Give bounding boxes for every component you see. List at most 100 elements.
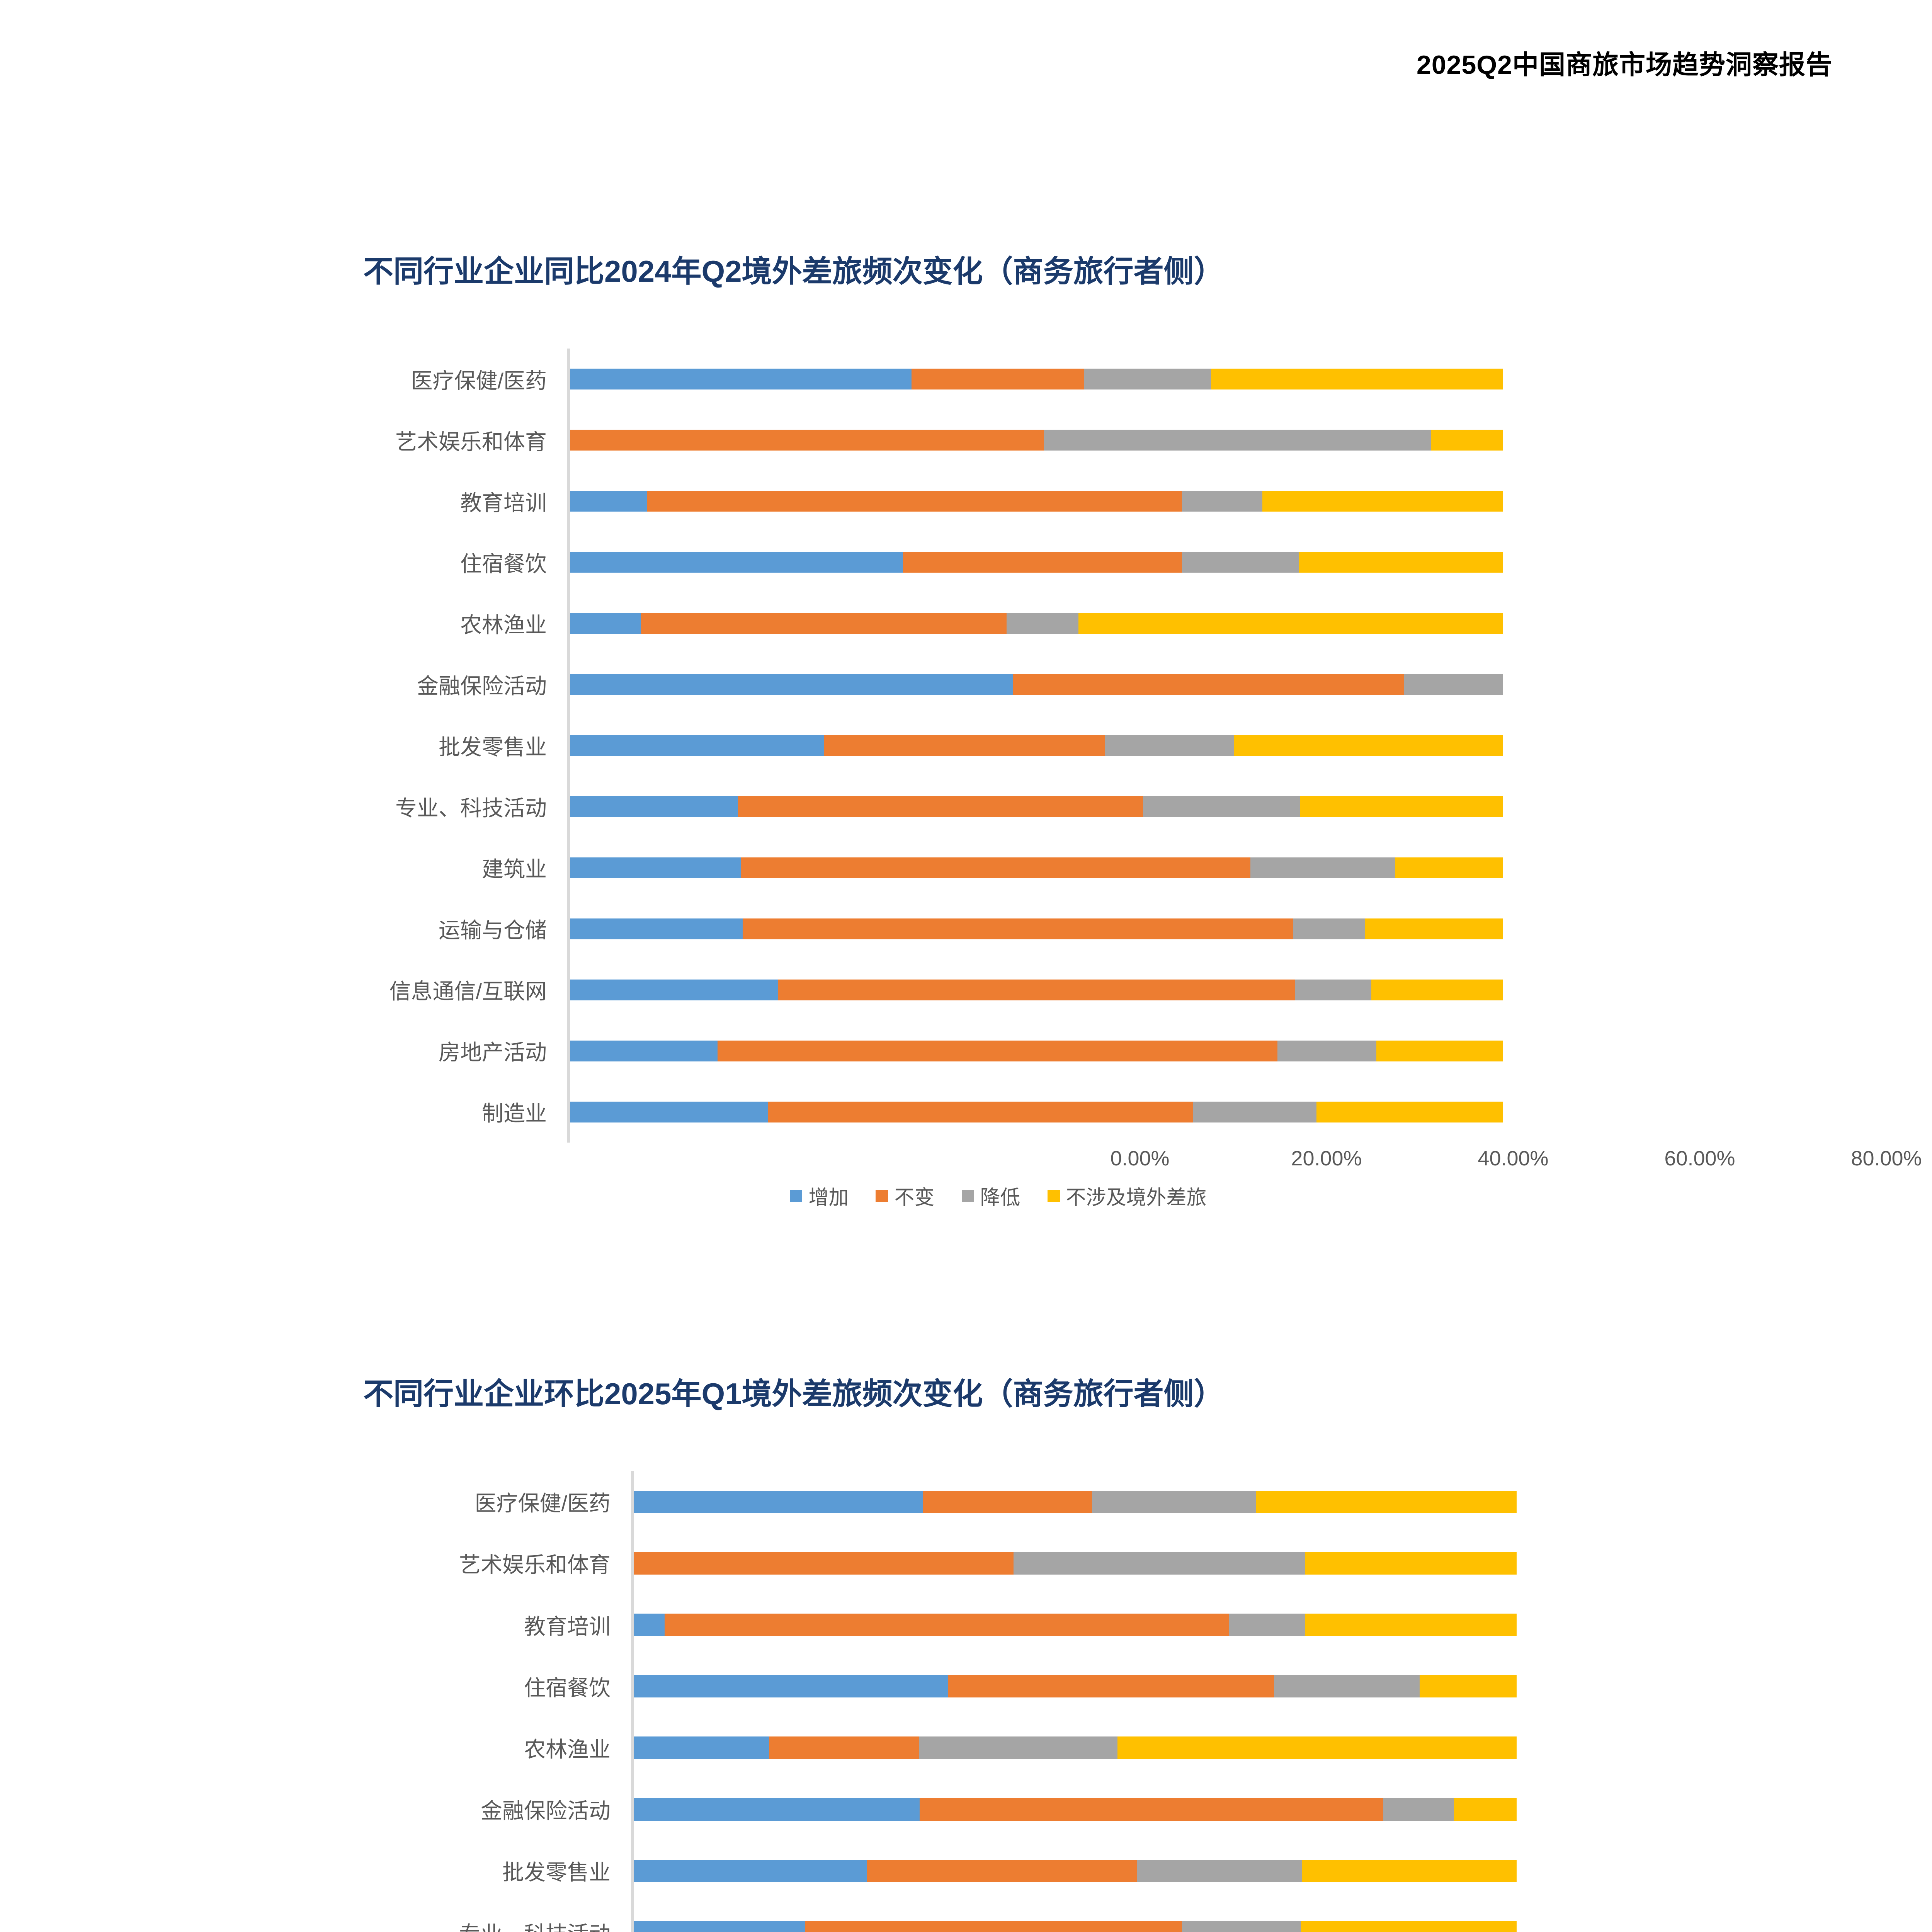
bar-row	[634, 1840, 1517, 1901]
bar-segment-dec	[1143, 796, 1300, 817]
bar-segment-dec	[1293, 918, 1365, 939]
bar-segment-same	[823, 735, 1105, 756]
bar-segment-same	[647, 491, 1182, 512]
x-axis-tick-label: 60.00%	[1664, 1147, 1735, 1170]
bar-row	[570, 776, 1503, 837]
stacked-bar	[634, 1859, 1517, 1882]
bar-segment-same	[911, 369, 1084, 390]
bar-segment-dec	[919, 1736, 1118, 1759]
bar-segment-dec	[1182, 1921, 1301, 1932]
x-axis-ticks: 0.00%20.00%40.00%60.00%80.00%100.00%	[1110, 1143, 1932, 1177]
bar-row	[634, 1532, 1517, 1594]
bar-segment-na	[1431, 430, 1503, 451]
stacked-bar	[634, 1490, 1517, 1513]
legend-label: 降低	[980, 1187, 1020, 1209]
bar-segment-same	[867, 1859, 1137, 1882]
bar-segment-na	[1376, 1040, 1503, 1061]
chart-section-qoq: 不同行业企业环比2025年Q1境外差旅频次变化（商务旅行者侧） 医疗保健/医药艺…	[0, 1370, 1932, 1932]
stacked-bar	[570, 979, 1503, 1000]
bar-segment-dec	[1182, 491, 1262, 512]
bar-segment-na	[1301, 1921, 1517, 1932]
bar-segment-inc	[570, 369, 912, 390]
bar-segment-dec	[1182, 552, 1299, 573]
category-axis-labels: 医疗保健/医药艺术娱乐和体育教育培训住宿餐饮农林渔业金融保险活动批发零售业专业、…	[242, 1471, 622, 1932]
bar-segment-inc	[634, 1921, 805, 1932]
bar-segment-same	[570, 430, 1044, 451]
bar-segment-dec	[1084, 369, 1211, 390]
bar-segment-na	[1419, 1675, 1517, 1698]
category-label: 制造业	[482, 1101, 547, 1126]
bar-segment-dec	[1404, 674, 1503, 695]
bar-segment-same	[740, 857, 1250, 878]
stacked-bar	[570, 735, 1503, 756]
bar-row	[634, 1779, 1517, 1840]
stacked-bar	[634, 1675, 1517, 1698]
x-axis: 0.00%20.00%40.00%60.00%80.00%100.00%	[1110, 1143, 1932, 1177]
bar-segment-same	[717, 1040, 1277, 1061]
legend-item[interactable]: 不变	[876, 1181, 935, 1210]
bar-row	[634, 1656, 1517, 1717]
bar-segment-same	[920, 1798, 1383, 1821]
bar-segment-dec	[1229, 1614, 1305, 1636]
bar-segment-inc	[634, 1675, 948, 1698]
bar-segment-same	[641, 613, 1007, 634]
bar-row	[570, 959, 1503, 1020]
legend-item[interactable]: 增加	[790, 1181, 849, 1210]
x-axis-tick-label: 0.00%	[1110, 1147, 1170, 1170]
legend-label: 不变	[894, 1187, 935, 1209]
bar-row	[570, 1082, 1503, 1143]
bar-row	[570, 898, 1503, 959]
bar-segment-na	[1454, 1798, 1517, 1821]
stacked-bar	[570, 430, 1503, 451]
category-label: 批发零售业	[439, 735, 547, 759]
bar-row	[570, 593, 1503, 654]
bar-row	[570, 532, 1503, 593]
bar-segment-dec	[1007, 613, 1079, 634]
bar-row	[634, 1594, 1517, 1655]
legend-label: 增加	[808, 1187, 849, 1209]
bar-segment-inc	[570, 674, 1014, 695]
x-axis-tick-label: 20.00%	[1291, 1147, 1362, 1170]
category-label: 批发零售业	[502, 1860, 611, 1885]
bar-segment-na	[1302, 1859, 1517, 1882]
bar-segment-dec	[1044, 430, 1432, 451]
category-axis-labels: 医疗保健/医药艺术娱乐和体育教育培训住宿餐饮农林渔业金融保险活动批发零售业专业、…	[178, 349, 558, 1143]
category-label: 艺术娱乐和体育	[459, 1553, 611, 1577]
category-label: 房地产活动	[439, 1040, 547, 1065]
stacked-bar	[570, 552, 1503, 573]
bar-segment-same	[1013, 674, 1404, 695]
bar-row	[570, 471, 1503, 532]
x-axis-tick-label: 40.00%	[1478, 1147, 1549, 1170]
category-label: 专业、科技活动	[395, 796, 547, 820]
category-label: 农林渔业	[524, 1737, 611, 1762]
legend-swatch-icon	[876, 1189, 888, 1202]
bar-segment-na	[1262, 491, 1503, 512]
bar-row	[634, 1717, 1517, 1779]
bar-segment-dec	[1250, 857, 1395, 878]
stacked-bar	[570, 491, 1503, 512]
legend-item[interactable]: 不涉及境外差旅	[1047, 1181, 1207, 1210]
y-axis-line	[631, 1471, 634, 1932]
bar-segment-same	[805, 1921, 1182, 1932]
bar-row	[634, 1471, 1517, 1532]
bar-segment-na	[1299, 552, 1503, 573]
bar-segment-inc	[570, 1040, 718, 1061]
y-axis-line	[567, 349, 570, 1143]
category-label: 教育培训	[460, 490, 547, 515]
bar-rows	[634, 1471, 1517, 1932]
bar-segment-na	[1256, 1490, 1517, 1513]
stacked-bar	[570, 796, 1503, 817]
bar-segment-na	[1395, 857, 1503, 878]
bar-row	[570, 837, 1503, 898]
stacked-bar	[570, 369, 1503, 390]
legend-label: 不涉及境外差旅	[1066, 1187, 1207, 1209]
category-label: 住宿餐饮	[524, 1675, 611, 1700]
bar-segment-inc	[634, 1490, 923, 1513]
legend-item[interactable]: 降低	[961, 1181, 1020, 1210]
bar-segment-inc	[634, 1614, 665, 1636]
bar-segment-inc	[570, 613, 641, 634]
bar-segment-dec	[1092, 1490, 1256, 1513]
bar-row	[570, 349, 1503, 410]
bar-segment-na	[1299, 796, 1503, 817]
